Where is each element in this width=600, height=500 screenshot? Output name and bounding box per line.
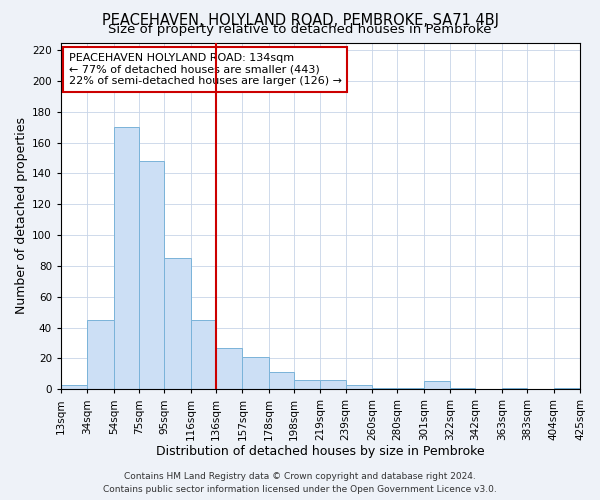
Text: Size of property relative to detached houses in Pembroke: Size of property relative to detached ho… bbox=[108, 22, 492, 36]
Bar bbox=[61, 384, 88, 389]
Text: PEACEHAVEN HOLYLAND ROAD: 134sqm
← 77% of detached houses are smaller (443)
22% : PEACEHAVEN HOLYLAND ROAD: 134sqm ← 77% o… bbox=[69, 53, 342, 86]
Bar bbox=[450, 388, 475, 389]
Bar bbox=[269, 372, 294, 389]
Bar bbox=[294, 380, 320, 389]
Bar bbox=[424, 382, 450, 389]
Y-axis label: Number of detached properties: Number of detached properties bbox=[15, 118, 28, 314]
Bar bbox=[397, 388, 424, 389]
Text: PEACEHAVEN, HOLYLAND ROAD, PEMBROKE, SA71 4BJ: PEACEHAVEN, HOLYLAND ROAD, PEMBROKE, SA7… bbox=[101, 12, 499, 28]
Bar bbox=[164, 258, 191, 389]
Bar bbox=[216, 348, 242, 389]
Bar bbox=[502, 388, 527, 389]
Bar bbox=[320, 380, 346, 389]
Bar bbox=[372, 388, 397, 389]
Bar bbox=[346, 384, 372, 389]
Text: Contains HM Land Registry data © Crown copyright and database right 2024.
Contai: Contains HM Land Registry data © Crown c… bbox=[103, 472, 497, 494]
Bar bbox=[554, 388, 580, 389]
Bar bbox=[191, 320, 216, 389]
Bar bbox=[242, 357, 269, 389]
X-axis label: Distribution of detached houses by size in Pembroke: Distribution of detached houses by size … bbox=[156, 444, 485, 458]
Bar bbox=[114, 127, 139, 389]
Bar bbox=[88, 320, 114, 389]
Bar bbox=[139, 161, 164, 389]
